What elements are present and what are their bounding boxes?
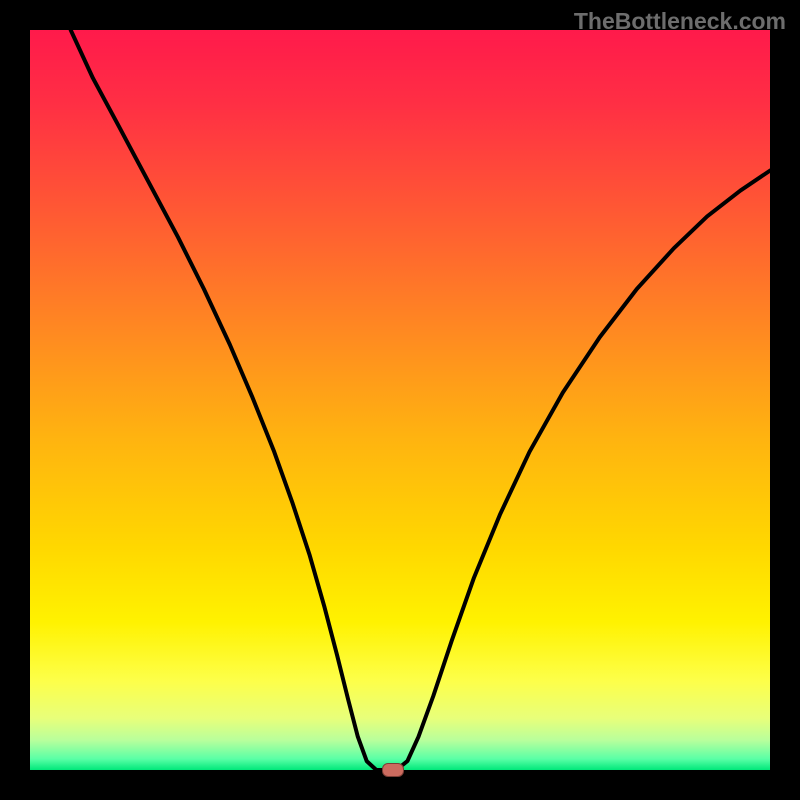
watermark-text: TheBottleneck.com — [574, 8, 786, 35]
chart-frame: TheBottleneck.com — [0, 0, 800, 800]
plot-area — [30, 30, 770, 770]
minimum-marker — [382, 763, 404, 777]
bottleneck-curve — [30, 30, 770, 770]
